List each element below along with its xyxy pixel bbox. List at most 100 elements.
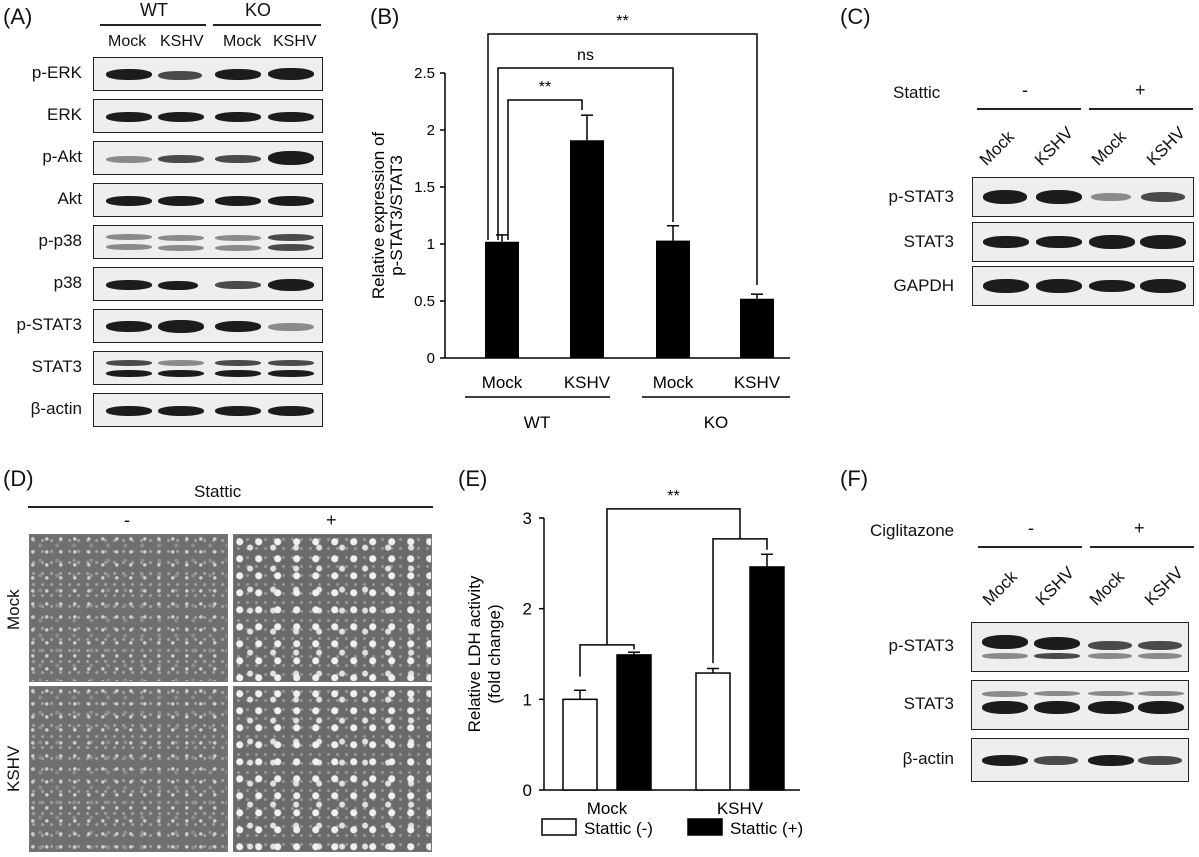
lane-label: Mock [1085,567,1129,610]
blot-row-label: β-actin [902,749,954,768]
blot-f-beta-actin [971,738,1189,782]
y-tick-label: 0 [427,350,435,367]
treatment-underline [28,506,433,508]
chart-e: 0 1 2 3 Relative LDH activity (fold change) Mo… [465,488,803,838]
blot-row-label: ERK [47,105,82,124]
blot-c-gapdh [972,266,1194,306]
panel-f-letter: (F) [840,466,869,491]
blot-row-label: p-ERK [31,63,82,82]
blot-row-label: GAPDH [893,276,954,295]
treatment-label: Stattic [893,83,941,102]
blot-row-label: p-p38 [38,231,82,250]
row-label: Mock [4,589,23,630]
y-tick-label: 3 [523,509,532,528]
bar [740,298,774,358]
lane-label: KSHV [1140,563,1188,610]
y-tick-label: 0 [523,781,532,800]
treatment-label: Ciglitazone [870,521,955,540]
lane-label: Mock [223,33,262,50]
y-axis-label: p-STAT3/STAT3 [387,155,406,276]
blot-row-label: p-STAT3 [888,187,955,206]
minus-label: - [124,510,130,530]
chart-b: 0 0.5 1 1.5 2 2.5 Relative expression of p-STAT… [369,13,790,432]
significance-label: ** [667,488,679,505]
row-label: KSHV [4,745,23,792]
blot-row-label: STAT3 [903,232,954,251]
x-tick-label: KSHV [717,799,764,818]
x-tick-label: Mock [587,799,628,818]
significance-bracket [487,33,758,285]
blot-erk [93,99,323,133]
blot-row-label: p-STAT3 [16,315,83,334]
blot-row-label: p-STAT3 [888,636,955,655]
blot-c-p-stat3 [972,177,1194,217]
blot-row-label: β-actin [30,399,82,418]
blot-row-label: STAT3 [903,694,954,713]
bar [570,140,604,358]
minus-underline [977,108,1081,110]
bar [695,672,731,791]
lane-label: KSHV [1031,563,1079,610]
treatment-label: Stattic [194,482,242,501]
plus-label: + [1134,518,1145,538]
significance-bracket [606,508,741,645]
bar [485,241,519,358]
blot-p-erk [93,57,323,91]
lane-label: Mock [978,567,1022,610]
significance-label: ** [539,79,551,96]
y-tick-label: 2 [427,122,435,139]
group-label: KO [704,413,729,432]
y-tick-label: 2.5 [414,65,435,82]
y-tick-label: 0.5 [414,293,435,310]
y-tick-label: 1.5 [414,179,435,196]
panel-a-letter: (A) [3,4,33,29]
blot-row-label: STAT3 [31,357,82,376]
y-tick-label: 1 [427,236,435,253]
blot-beta-actin [93,393,323,427]
blot-akt [93,183,323,217]
lane-label: KSHV [1030,123,1078,170]
significance-label: ns [577,47,594,64]
group-label-ko: KO [245,0,272,20]
micrograph-kshv-minus [29,686,228,852]
y-axis-label: Relative expression of [369,132,388,300]
blot-p-p38 [93,225,323,259]
lane-label: KSHV [160,33,204,50]
lane-label: Mock [975,127,1019,170]
panel-e-letter: (E) [458,466,488,491]
group-label-wt: WT [140,0,168,20]
legend-label: Stattic (-) [584,819,653,838]
legend-swatch [687,818,723,836]
lane-label: KSHV [1142,123,1190,170]
minus-underline [978,546,1082,548]
bar [656,240,690,358]
legend-label: Stattic (+) [730,819,803,838]
y-axis-label: (fold change) [485,604,504,703]
lane-label: KSHV [273,33,317,50]
ko-underline [213,24,321,26]
panel-b-letter: (B) [370,4,400,29]
lane-label: Mock [1087,127,1131,170]
blot-row-label: p38 [53,273,82,292]
panel-c-letter: (C) [840,4,871,29]
plus-label: + [326,510,337,530]
plus-underline [1089,108,1193,110]
lane-label: Mock [108,33,147,50]
y-tick-label: 2 [523,600,532,619]
legend-swatch [541,818,577,836]
plus-label: + [1135,80,1146,100]
blot-p-stat3 [93,309,323,343]
micrograph-mock-minus [29,534,228,682]
blot-f-p-stat3 [971,622,1189,672]
blot-p38 [93,267,323,301]
plus-underline [1090,546,1194,548]
group-label: WT [524,413,550,432]
bar [749,566,785,791]
blot-c-stat3 [972,222,1194,262]
significance-label: ** [616,13,628,30]
x-tick-label: KSHV [564,373,611,392]
bar [562,698,598,791]
x-tick-label: KSHV [734,373,781,392]
blot-row-label: p-Akt [42,147,82,166]
blot-row-label: Akt [57,189,82,208]
